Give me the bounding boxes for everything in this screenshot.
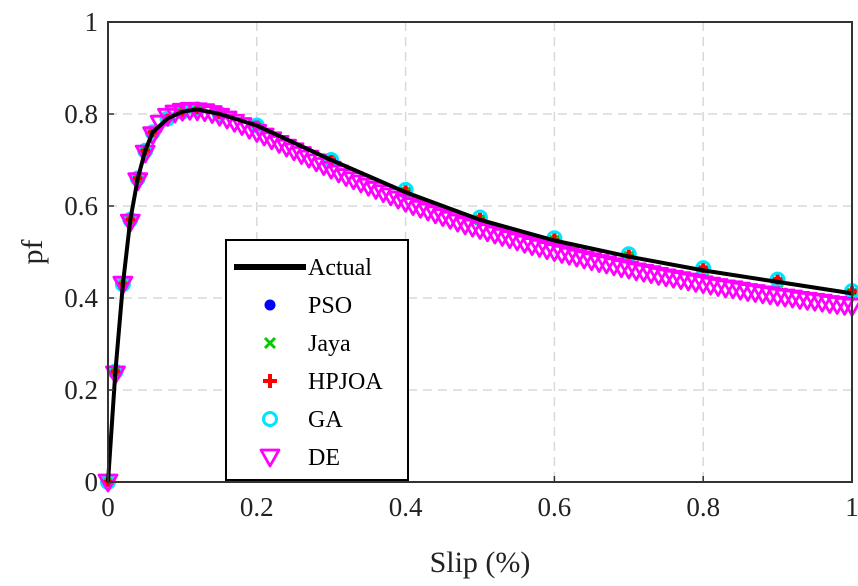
plot-area: [108, 22, 852, 482]
data-point-de: [499, 230, 521, 250]
data-point-de: [506, 232, 528, 252]
data-point-de: [387, 190, 409, 210]
legend-item-hpjoa: HPJOA: [263, 369, 383, 395]
tick-labels: 0 0.2 0.4 0.6 0.8 1 0 0.2 0.4 0.6 0.8 1: [64, 7, 858, 522]
legend-swatch-marker: [259, 448, 281, 468]
data-point-de: [603, 257, 625, 277]
data-point-de: [521, 237, 543, 256]
data-point-de: [469, 221, 491, 240]
legend-label: Jaya: [308, 331, 351, 357]
data-point-de: [335, 168, 357, 187]
data-point-de: [358, 177, 379, 197]
data-point-de: [581, 252, 602, 272]
legend-swatch-marker: [263, 374, 277, 388]
legend-item-pso: PSO: [264, 293, 352, 319]
x-axis-label: Slip (%): [430, 546, 531, 579]
data-point-de: [343, 171, 364, 191]
legend-label: HPJOA: [308, 369, 383, 395]
y-axis-label: pf: [16, 240, 49, 265]
data-point-de: [551, 244, 573, 264]
data-point-de: [142, 126, 164, 146]
y-tick-label: 0.2: [64, 375, 98, 405]
y-tick-label: 0.6: [64, 191, 98, 221]
y-tick-label: 0: [85, 467, 99, 497]
data-point-de: [484, 225, 506, 245]
data-point-de: [618, 260, 640, 280]
legend-swatch-marker: [262, 411, 278, 427]
data-point-de: [573, 250, 595, 270]
data-point-de: [365, 181, 387, 200]
data-point-de: [395, 193, 416, 213]
data-point-de: [216, 110, 238, 130]
x-tick-label: 1: [845, 492, 858, 522]
data-point-de: [149, 114, 171, 134]
x-tick-label: 0: [101, 492, 115, 522]
data-point-de: [477, 223, 498, 243]
data-point-de: [372, 184, 394, 204]
data-point-de: [514, 234, 536, 254]
legend-label: Actual: [308, 255, 372, 281]
x-tick-label: 0.6: [538, 492, 572, 522]
data-point-de: [224, 113, 245, 133]
data-point-de: [640, 265, 662, 285]
y-tick-label: 0.8: [64, 99, 98, 129]
data-point-de: [432, 208, 454, 227]
plot-frame: [107, 21, 853, 483]
legend-item-ga: GA: [262, 407, 343, 433]
data-point-de: [454, 216, 476, 236]
legend-label: DE: [308, 445, 340, 471]
legend-item-actual: Actual: [234, 255, 372, 281]
legend-box: [225, 239, 409, 481]
legend-label: PSO: [308, 293, 352, 319]
legend-item-de: DE: [259, 445, 340, 471]
data-point-de: [462, 218, 483, 238]
y-tick-label: 0.4: [64, 283, 98, 313]
data-point-de: [558, 246, 580, 266]
data-point-de: [447, 213, 469, 233]
data-point-de: [402, 197, 424, 216]
data-point-de: [380, 187, 402, 207]
data-point-de: [417, 202, 439, 222]
data-point-de: [491, 227, 513, 247]
data-point-de: [529, 239, 550, 258]
data-point-de: [328, 164, 350, 184]
data-point-de: [410, 199, 431, 219]
y-tick-label: 1: [85, 7, 99, 37]
data-point-de: [596, 255, 617, 275]
data-point-de: [536, 241, 558, 261]
data-point-de: [544, 243, 565, 262]
legend: Actual PSO Jaya HPJOA GA DE: [225, 239, 409, 481]
data-point-de: [231, 117, 253, 136]
legend-label: GA: [308, 407, 343, 433]
x-tick-label: 0.2: [240, 492, 274, 522]
data-point-de: [424, 205, 446, 225]
data-point-de: [350, 174, 372, 194]
legend-swatch-marker: [264, 299, 276, 311]
legend-swatch-marker: [263, 336, 277, 350]
data-point-de: [320, 160, 342, 180]
data-point-de: [439, 210, 461, 230]
data-point-de: [566, 248, 588, 268]
x-tick-label: 0.4: [389, 492, 423, 522]
series-actual: [106, 107, 853, 483]
legend-item-jaya: Jaya: [263, 331, 351, 357]
series-line-actual: [106, 107, 853, 483]
x-tick-label: 0.8: [686, 492, 720, 522]
